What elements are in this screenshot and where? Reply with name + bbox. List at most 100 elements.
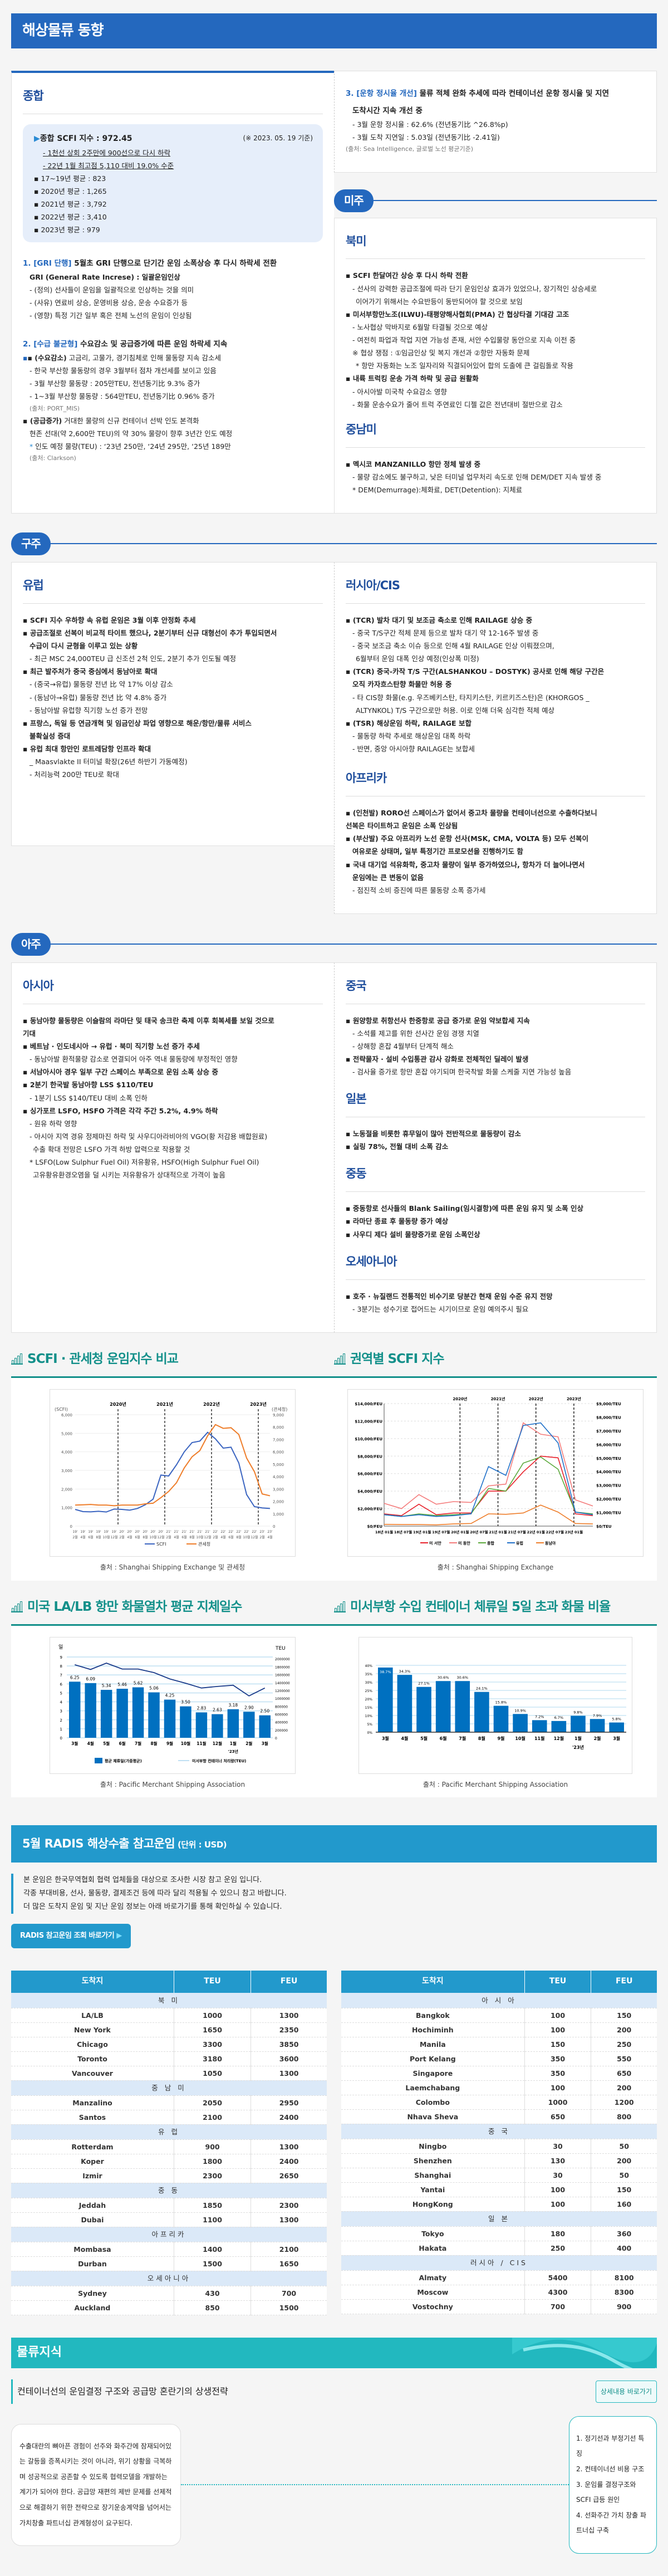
list-item: ▪ SCFI 지수 우하향 속 유럽 운임은 3월 이후 안정화 추세 (23, 615, 196, 624)
chart-source: 출처 : Shanghai Shipping Exchange 및 관세청 (100, 1563, 245, 1572)
item1-sub: GRI (General Rate Increse) : 일괄운임인상 (30, 272, 180, 281)
source-note: (출처: Clarkson) (30, 454, 76, 462)
svg-text:6,000: 6,000 (61, 1413, 72, 1417)
svg-text:22': 22' (244, 1530, 249, 1534)
svg-text:동남아: 동남아 (545, 1541, 556, 1546)
svg-text:7.2%: 7.2% (535, 1715, 544, 1719)
oceania-title: 오세아니아 (346, 1251, 645, 1280)
svg-text:6: 6 (60, 1682, 63, 1687)
svg-text:2월: 2월 (259, 1535, 264, 1539)
svg-text:3,000: 3,000 (61, 1469, 72, 1473)
svg-text:10%: 10% (365, 1714, 373, 1718)
svg-text:5%: 5% (367, 1723, 372, 1727)
scfi-average: ▪ 2022년 평균 : 3,410 (34, 213, 107, 222)
list-item: ▪ 프랑스, 독일 등 연금개혁 및 임금인상 파업 영향으로 해운/항만/물류… (23, 718, 252, 727)
list-item: 고유황유환경오염을 덜 시키는 저유황유가 상대적으로 가격이 높음 (33, 1171, 225, 1180)
knowledge-detail-button[interactable]: 상세내용 바로가기 (595, 2380, 657, 2403)
list-item: * LSFO(Low Sulphur Fuel Oil) 저유황유, HSFO(… (30, 1158, 259, 1167)
asia-title: 아시아 (23, 975, 323, 1004)
table-row: Chicago 3300 3850 (11, 2037, 327, 2052)
table-row: Durban 1500 1650 (11, 2256, 327, 2271)
table-row: Vostochny 700 900 (341, 2299, 657, 2314)
svg-text:2,000: 2,000 (61, 1488, 72, 1492)
list-item: - 노사협상 막바지로 6월말 타결될 것으로 예상 (352, 322, 488, 331)
svg-text:19': 19' (104, 1530, 109, 1534)
svg-text:$2,000/TEU: $2,000/TEU (596, 1497, 621, 1502)
list-item: ▪ 유럽 최대 항만인 로트레담항 인프라 확대 (23, 745, 151, 754)
charts-row-2: 미국 LA/LB 항만 화물열차 평균 지체일수 일 TEU 0 1 2 3 4 5 6 7 8 9 0… (11, 1581, 657, 1798)
region-americas: 미주 (334, 189, 657, 212)
svg-text:34.3%: 34.3% (399, 1669, 411, 1674)
svg-text:1200000: 1200000 (275, 1689, 290, 1693)
svg-text:2월: 2월 (72, 1535, 77, 1539)
rate-table-left: 도착지 TEU FEU 북 미 LA/LB 1000 1300 New York 1650 235… (11, 1971, 327, 2315)
asia-card: 아시아 ▪ 동남아향 물동량은 이슬람의 라마단 및 태국 송크란 축제 이후 … (11, 962, 334, 1333)
svg-text:2020년: 2020년 (110, 1401, 126, 1407)
list-item: ▪ 원양항로 취항선사 한중항로 공급 증가로 운임 약보합세 지속 (346, 1016, 530, 1025)
svg-text:15.8%: 15.8% (495, 1700, 507, 1705)
list-item: - (동남아→유럽) 물동량 전년 比 약 4.8% 증가 (30, 693, 167, 702)
table-row: Hakata 250 400 (341, 2241, 657, 2256)
asia-section: 아시아 ▪ 동남아향 물동량은 이슬람의 라마단 및 태국 송크란 축제 이후 … (11, 962, 657, 1333)
europe-card: 유럽 ▪ SCFI 지수 우하향 속 유럽 운임은 3월 이후 안정화 추세 ▪ … (11, 561, 334, 846)
bar-chart-icon (334, 1601, 346, 1612)
svg-text:$6,000/FEU: $6,000/FEU (357, 1472, 382, 1477)
list-item: 수급이 다시 균형을 이루고 있는 상황 (30, 642, 138, 651)
list-item: _ Maasvlakte II 터미널 확장(26년 하반기 가동예정) (30, 757, 188, 766)
radis-header: 5월 RADIS 해상수출 참고운임 (단위 : USD) (11, 1825, 657, 1863)
svg-text:8월: 8월 (478, 1736, 485, 1741)
table-row: Izmir 2300 2650 (11, 2168, 327, 2183)
knowledge-title-row: 컨테이너선의 운임결정 구조와 공급망 혼란기의 상생전략 상세내용 바로가기 (11, 2379, 657, 2404)
svg-text:1,000: 1,000 (273, 1512, 284, 1517)
svg-text:미 동안: 미 동안 (458, 1541, 470, 1546)
svg-text:일: 일 (58, 1644, 63, 1650)
svg-text:20%: 20% (365, 1698, 373, 1702)
svg-text:21': 21' (197, 1530, 203, 1534)
table-row: Shenzhen 130 200 (341, 2153, 657, 2168)
svg-text:$12,000/FEU: $12,000/FEU (355, 1420, 382, 1424)
svg-text:1월: 1월 (574, 1736, 582, 1741)
region-europe: 구주 (11, 532, 657, 555)
radis-link-button[interactable]: RADIS 참고운임 조회 바로가기 ▶ (11, 1924, 131, 1949)
table-row: New York 1650 2350 (11, 2022, 327, 2037)
svg-text:3,000: 3,000 (273, 1488, 284, 1492)
svg-text:$14,000/FEU: $14,000/FEU (355, 1402, 382, 1406)
column-header: TEU (174, 1971, 252, 1993)
svg-text:$4,000/FEU: $4,000/FEU (357, 1489, 382, 1494)
table-row: Vancouver 1050 1300 (11, 2066, 327, 2081)
chart-source: 출처 : Shanghai Shipping Exchange (437, 1563, 554, 1572)
svg-text:3월: 3월 (71, 1741, 78, 1746)
svg-text:4: 4 (60, 1700, 63, 1705)
svg-text:6월: 6월 (135, 1535, 140, 1539)
svg-text:2000000: 2000000 (275, 1658, 290, 1661)
table-row: Almaty 5400 8100 (341, 2270, 657, 2285)
svg-text:3월: 3월 (382, 1736, 389, 1741)
svg-text:6월: 6월 (88, 1535, 93, 1539)
overview-title: 종합 (23, 85, 323, 114)
list-item: - 처리능력 200만 TEU로 확대 (30, 770, 119, 779)
svg-text:평균 체류일(가중평균): 평균 체류일(가중평균) (105, 1758, 142, 1763)
knowledge-body: 수출대란의 뼈아픈 경험이 선주와 화주간에 잠재되어있는 갈등을 증폭시키는 … (11, 2416, 657, 2554)
bar-chart-icon (334, 1353, 346, 1365)
svg-text:4월: 4월 (174, 1535, 179, 1539)
table-row: Dubai 1100 1300 (11, 2212, 327, 2227)
bar-chart-icon (11, 1601, 23, 1612)
svg-text:23년 01월: 23년 01월 (565, 1529, 583, 1534)
svg-text:10.9%: 10.9% (514, 1708, 526, 1713)
group-row: 아프리카 (11, 2227, 327, 2242)
scfi-summary-box: (※ 2023. 05. 19 기준) ▶종합 SCFI 지수 : 972.45… (23, 124, 323, 242)
scfi-average: ▪ 17~19년 평균 : 823 (34, 174, 106, 183)
toc-item: 4. 선화주간 가치 창출 파트너십 구축 (576, 2511, 647, 2535)
svg-text:4,000: 4,000 (61, 1450, 72, 1455)
svg-text:$3,000/TEU: $3,000/TEU (596, 1484, 621, 1488)
chart-source: 출처 : Pacific Merchant Shipping Associati… (100, 1781, 245, 1789)
list-item: - 아시아 지역 경유 정제마진 하락 및 사우디아라비아의 VGO(황 저감용… (30, 1132, 268, 1141)
svg-text:(SCFI): (SCFI) (55, 1407, 68, 1412)
svg-text:2.50: 2.50 (260, 1709, 269, 1714)
list-item: - 동남아발 유럽향 직기항 노선 증가 전망 (30, 706, 148, 715)
svg-text:10월: 10월 (181, 1741, 190, 1746)
svg-text:19년 07월: 19년 07월 (432, 1529, 450, 1534)
svg-text:24.1%: 24.1% (476, 1687, 488, 1691)
china-japan-card: 중국 ▪ 원양항로 취항선사 한중항로 공급 증가로 운임 약보합세 지속 - 소… (334, 962, 657, 1333)
svg-text:19': 19' (88, 1530, 94, 1534)
